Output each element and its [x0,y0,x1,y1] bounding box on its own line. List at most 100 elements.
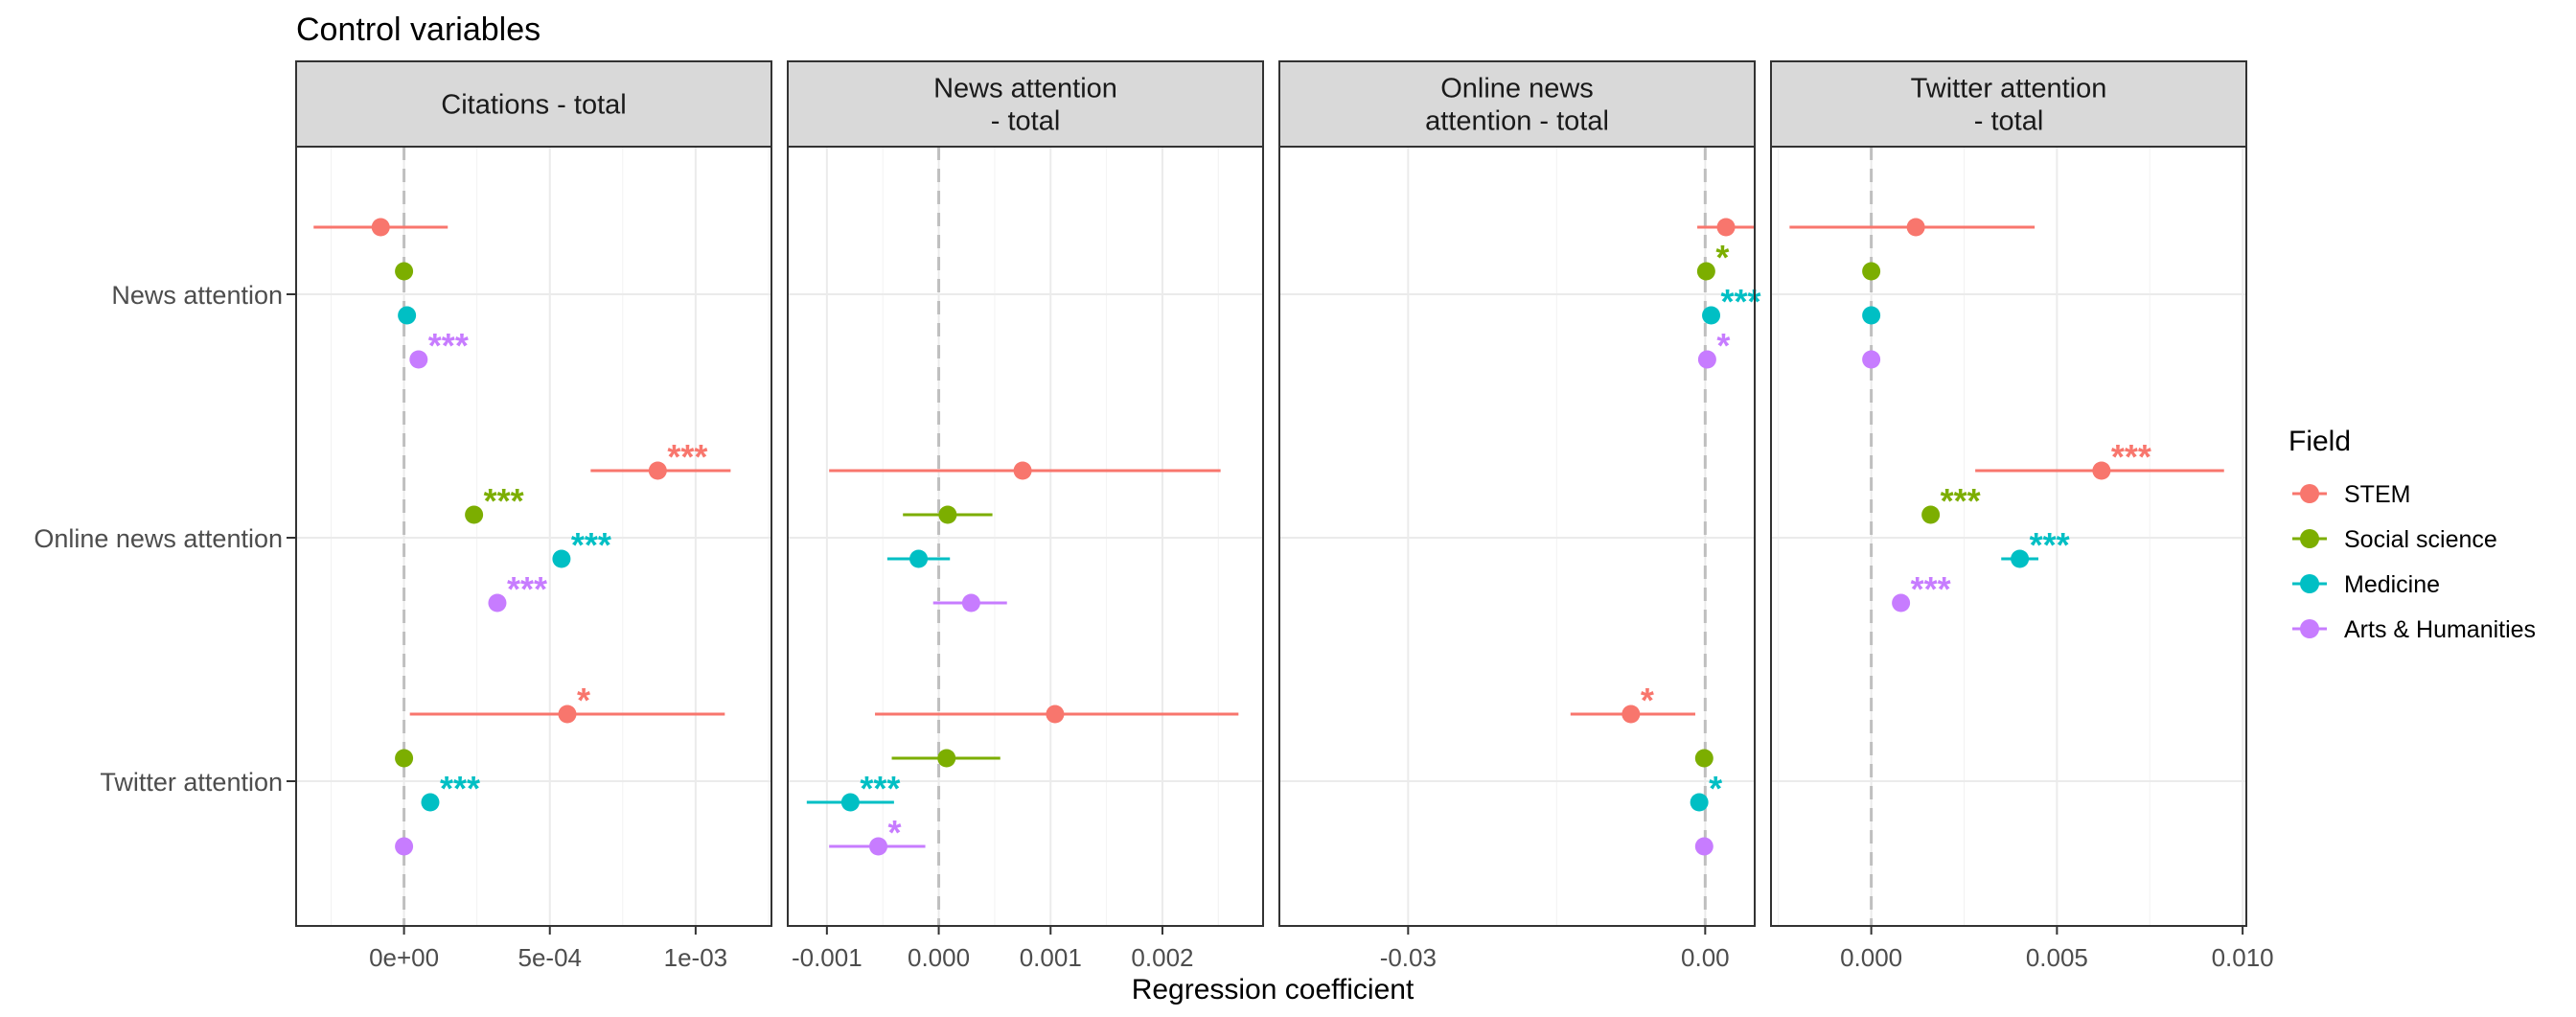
estimate-news-attention-medicine: *** [1702,282,1761,325]
estimate-news-attention-social-science: * [1696,238,1729,281]
x-tick-label: -0.03 [1380,943,1437,972]
point-estimate [421,793,440,812]
row-label-online-news-attention: Online news attention [34,524,283,553]
estimate-news-attention-stem [1789,218,2036,237]
row-label-news-attention: News attention [111,281,283,310]
estimate-twitter-attention-social-science [1694,749,1714,768]
x-tick-label: 0.00 [1681,943,1730,972]
estimate-twitter-attention-stem: * [1570,681,1695,724]
point-estimate [648,461,667,480]
estimate-online-news-attention-social-science [903,505,993,524]
point-estimate [1862,262,1881,281]
estimate-online-news-attention-stem [829,461,1221,480]
significance-label: * [1716,326,1730,365]
estimate-news-attention-stem [1697,218,1755,237]
point-estimate [1892,593,1911,613]
estimate-online-news-attention-arts-and-humanities: *** [488,569,547,613]
point-estimate [409,350,428,369]
facet-strip [295,60,772,148]
point-estimate [488,593,507,613]
legend-key-point [2300,529,2319,548]
point-estimate [938,505,957,524]
estimate-news-attention-stem [313,218,448,237]
point-estimate [1906,218,1925,237]
estimate-news-attention-arts-and-humanities: * [1697,326,1730,369]
point-estimate [371,218,390,237]
x-tick-label: 0.005 [2026,943,2088,972]
significance-label: *** [2030,525,2070,565]
estimate-news-attention-medicine [398,306,417,325]
legend-title: Field [2288,426,2351,457]
estimate-news-attention-arts-and-humanities [1862,350,1881,369]
x-axis-label: Regression coefficient [1132,974,1414,1005]
point-estimate [1702,306,1721,325]
point-estimate [1013,461,1032,480]
facet-title-line: attention - total [1425,106,1609,137]
panel-border [295,146,772,927]
facet-twitter-attention-total: Twitter attention- total *** *** *** *** 0.00… [1770,60,2274,972]
point-estimate [395,262,414,281]
point-estimate [1862,350,1881,369]
chart-title: Control variables [296,12,540,48]
facet-citations-total: Citations - total*******************0e+0… [295,60,772,972]
point-estimate [395,837,414,856]
estimate-news-attention-social-science [1862,262,1881,281]
point-estimate [1046,705,1065,724]
estimate-online-news-attention-arts-and-humanities: *** [1892,569,1951,613]
significance-label: * [888,813,902,852]
significance-label: *** [571,525,611,565]
panel-border [1770,146,2247,927]
estimate-news-attention-social-science [395,262,414,281]
significance-label: *** [428,326,469,365]
x-tick-label: 1e-03 [664,943,728,972]
estimate-twitter-attention-stem: * [409,681,725,724]
facet-strip [1770,60,2247,148]
point-estimate [2011,549,2030,568]
row-label-twitter-attention: Twitter attention [100,768,283,797]
estimate-twitter-attention-arts-and-humanities [395,837,414,856]
point-estimate [558,705,577,724]
point-estimate [398,306,417,325]
x-tick-label: 0e+00 [369,943,439,972]
facet-title-line: - total [991,106,1061,137]
x-tick-label: 0.002 [1131,943,1193,972]
point-estimate [1921,505,1941,524]
point-estimate [1697,350,1716,369]
panel-background [1771,147,2246,926]
x-tick-label: 0.001 [1020,943,1082,972]
x-tick-label: -0.001 [792,943,862,972]
point-estimate [1696,262,1715,281]
facet-title-line: Online news [1440,74,1594,104]
significance-label: *** [1941,481,1981,520]
point-estimate [909,549,929,568]
facet-news-attention-total: News attention- total****-0.001 0.000 0.00… [787,60,1264,972]
estimate-online-news-attention-medicine [886,549,951,568]
legend-key-point [2300,574,2319,593]
estimate-online-news-attention-social-science: *** [465,481,524,524]
legend-item-medicine: Medicine [2292,571,2440,598]
facet-title-line: Twitter attention [1911,74,2107,104]
panel-border [787,146,1264,927]
legend-label: Social science [2344,526,2497,553]
estimate-news-attention-arts-and-humanities: *** [409,326,469,369]
estimate-online-news-attention-social-science: *** [1921,481,1981,524]
panel-background [296,147,771,926]
legend-item-social-science: Social science [2292,526,2497,553]
row-labels: News attention Online news attention Twitt… [34,281,296,797]
legend-item-stem: STEM [2292,481,2410,508]
facet-title-line: News attention [933,74,1117,104]
panel-background [1279,147,1755,926]
panel-border [1278,146,1756,927]
point-estimate [1694,837,1714,856]
x-tick-label: 5e-04 [518,943,582,972]
significance-label: * [1709,769,1722,808]
significance-label: *** [484,481,524,520]
facet-strip [1278,60,1756,148]
significance-label: *** [667,437,707,476]
significance-label: * [1715,238,1729,277]
point-estimate [2092,461,2111,480]
point-estimate [840,793,860,812]
